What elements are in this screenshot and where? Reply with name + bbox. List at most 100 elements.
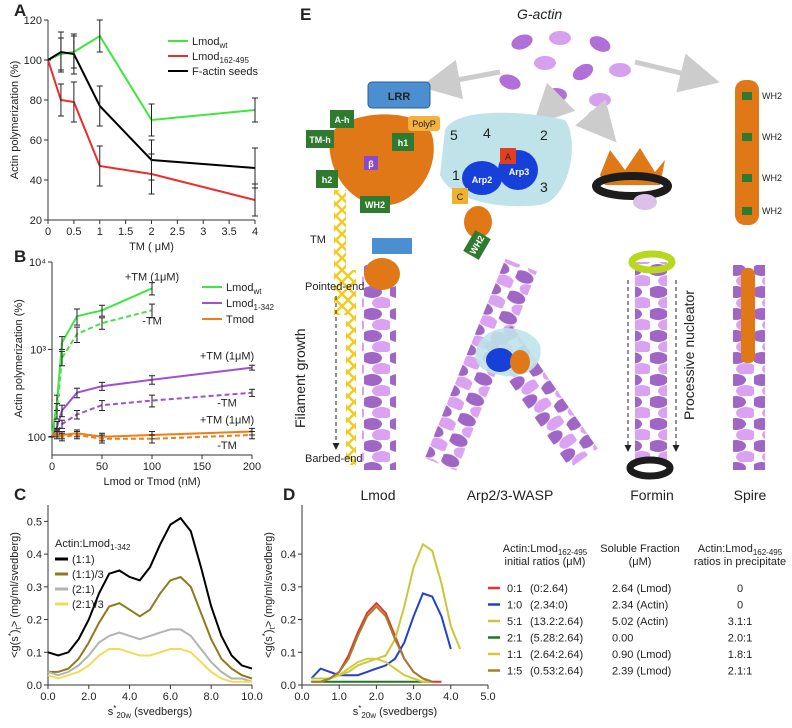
legend-label-sub: wt [219, 41, 229, 50]
table-header: Actin:Lmod162-495​ [698, 543, 783, 557]
polyp-label: PolyP [412, 119, 436, 129]
formin-ring [592, 172, 672, 200]
diagram: E G-actin LRR A-h PolyP h1 TM-h β h2 WH2… [292, 5, 782, 503]
error-bar [96, 145, 103, 187]
error-bar [249, 431, 255, 440]
table-cell: 1:1 [507, 649, 522, 661]
error-bar [70, 81, 77, 123]
error-bar [57, 31, 64, 73]
y-tick-label: 100 [28, 432, 46, 444]
arp-branch-arp [486, 348, 514, 372]
wh2-box [360, 196, 390, 213]
error-bar [74, 410, 80, 420]
error-bar [99, 304, 105, 317]
table-cell: (13.2:2.64) [530, 616, 583, 628]
series-line [310, 592, 452, 680]
series-label: +TM (1μM) [125, 271, 179, 283]
spire-wh2: WH2 [762, 173, 782, 183]
y-tick-label: 40 [30, 175, 42, 187]
x-tick-label: 1.0 [332, 691, 347, 703]
arp-sub: 5 [450, 127, 458, 143]
x-axis-label-part: (svedbergs) [131, 706, 192, 718]
table-cell: 0.00 [612, 633, 633, 645]
legend-label-part: Lmod [192, 36, 220, 48]
table-cell: (2.34:0) [530, 600, 568, 612]
x-axis-label: Lmod or Tmod (nM) [104, 476, 201, 488]
x-axis-label-part: (svedbergs) [376, 706, 437, 718]
lmod-lrr-small [372, 238, 412, 254]
y-tick-label: 120 [24, 15, 42, 27]
y-tick-label: 60 [30, 135, 42, 147]
series-line [47, 516, 253, 670]
h2-label: h2 [322, 175, 333, 185]
table-header: (μM) [629, 556, 652, 568]
legend-label-sub: wt [253, 287, 263, 296]
error-bar [99, 434, 105, 444]
arp3-label: Arp3 [509, 167, 530, 177]
spire-bound [741, 268, 755, 363]
wh2-label: WH2 [365, 200, 385, 210]
y-tick-label: 100 [24, 55, 42, 67]
mechanism-name: Formin [630, 487, 674, 503]
error-bar [252, 147, 258, 189]
x-axis-label-part: s [108, 706, 114, 718]
lmod-filament [362, 265, 396, 470]
error-bar [99, 400, 105, 412]
arp-sub: 2 [540, 127, 548, 143]
error-bar [149, 303, 155, 319]
table-cell: (0:2.64) [530, 583, 568, 595]
x-axis-label-sup: * [358, 704, 361, 713]
arp-sub: 4 [483, 125, 491, 141]
x-tick-label: 6.0 [163, 691, 178, 703]
legend-title-sub: 1-342 [110, 543, 131, 552]
x-tick-label: 200 [243, 461, 261, 473]
y-tick-label: 0.3 [27, 582, 42, 594]
legend-label: (2:1) [72, 584, 95, 596]
x-tick-label: 3.5 [221, 226, 236, 238]
g-actin-monomers [499, 31, 631, 107]
error-bar [74, 431, 80, 440]
x-tick-label: 0.0 [40, 691, 55, 703]
legend-label: Lmodwt​ [192, 36, 228, 50]
table-cell: (2.64:2.64) [530, 649, 583, 661]
pointed-end: Pointed-end [305, 281, 364, 293]
error-bar [59, 336, 65, 350]
g-actin-label: G-actin [517, 6, 562, 22]
table-cell: (5.28:2.64) [530, 633, 583, 645]
a-label: A [505, 152, 511, 162]
panel-label: D [283, 485, 295, 504]
y-axis-label-part: <g(s [9, 636, 21, 658]
legend-label: (2:1)/3 [72, 599, 104, 611]
table-cell: 1.8:1 [728, 649, 752, 661]
x-axis-label: s*​20w​ (svedbergs) [108, 704, 192, 720]
y-axis-label-part: > (mg/ml/svedberg) [263, 532, 275, 627]
table-cell: 2.39 (Lmod) [612, 666, 671, 678]
y-axis-label: <g(s*​)t​> (mg/ml/svedberg) [261, 532, 277, 658]
error-bar [74, 308, 80, 326]
lmod-cap [364, 258, 400, 290]
error-bar [54, 431, 60, 440]
table-cell: 3.1:1 [728, 616, 752, 628]
panel-label: C [14, 485, 26, 504]
beta-box [364, 156, 378, 170]
y-tick-label: 0.4 [281, 549, 296, 561]
arp-branch-wasp [510, 350, 530, 374]
y-tick-label: 0.4 [27, 549, 42, 561]
h1-box [392, 133, 414, 151]
error-bar [149, 282, 155, 296]
table-cell: 2.1:1 [728, 666, 752, 678]
x-tick-label: 0 [49, 461, 55, 473]
arp-sub: 1 [452, 167, 460, 183]
error-bar [74, 387, 80, 399]
series-line [48, 575, 253, 680]
legend-label-part: Lmod [226, 282, 254, 294]
wasp-wh2 [463, 230, 491, 260]
legend-label-part: Lmod [192, 51, 220, 63]
x-tick-label: 0.5 [66, 226, 81, 238]
series-line [311, 542, 462, 680]
tm-label: TM [310, 234, 326, 246]
error-bar [57, 83, 64, 117]
formin-ring-bottom [626, 456, 674, 480]
y-tick-label: 0.0 [27, 680, 42, 692]
